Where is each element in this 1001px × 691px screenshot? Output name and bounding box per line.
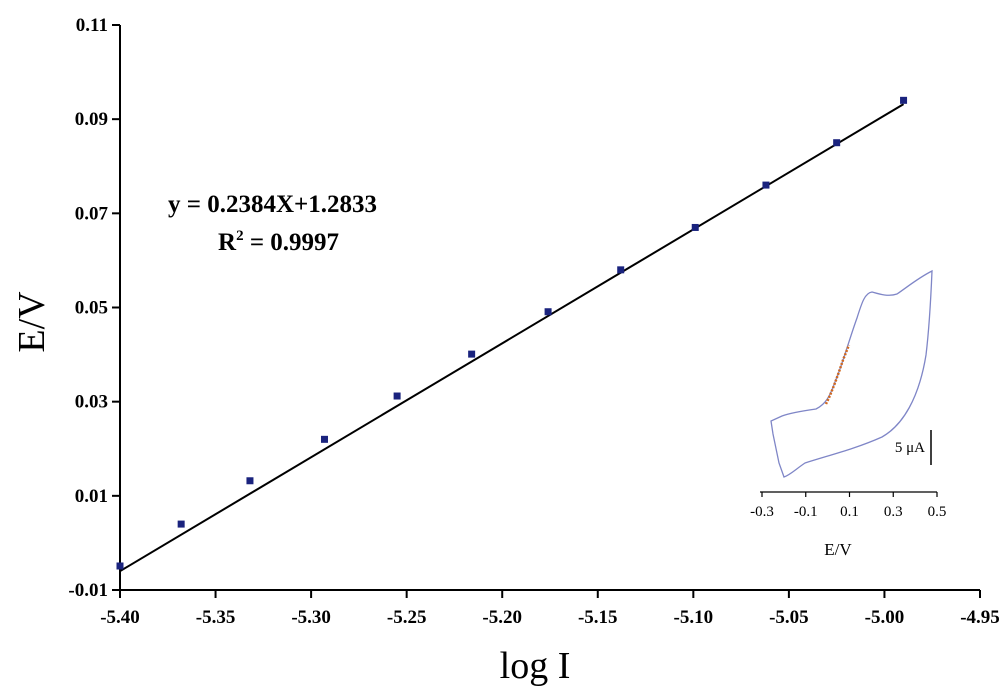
y-tick-label: -0.01 — [68, 580, 108, 601]
data-point — [691, 223, 699, 231]
x-tick-label: -5.00 — [865, 607, 905, 628]
x-tick-label: -5.15 — [578, 607, 618, 628]
inset-x-axis-title: E/V — [824, 540, 852, 559]
scale-bar-label: 5 μA — [895, 440, 925, 456]
y-tick-label: 0.05 — [75, 298, 108, 319]
x-tick-label: -5.05 — [769, 607, 809, 628]
data-points — [116, 96, 908, 570]
r-squared-value: = 0.9997 — [244, 229, 340, 256]
data-point — [177, 520, 185, 528]
inset-tick-label: -0.1 — [794, 504, 818, 520]
r-squared: R2 = 0.9997 — [218, 228, 339, 256]
y-tick-group: -0.01 0.01 0.03 0.05 0.07 0.09 0.11 — [68, 15, 120, 601]
r-squared-symbol: R — [218, 229, 237, 256]
x-tick-label: -4.95 — [960, 607, 1000, 628]
x-tick-label: -5.20 — [482, 607, 522, 628]
x-axis-title: log I — [500, 645, 571, 687]
data-point — [900, 96, 908, 104]
y-tick-label: 0.03 — [75, 392, 108, 413]
data-point — [617, 266, 625, 274]
x-tick-label: -5.30 — [291, 607, 331, 628]
x-tick-label: -5.25 — [387, 607, 427, 628]
y-tick-label: 0.09 — [75, 109, 108, 130]
inset-tick-label: 0.1 — [840, 504, 859, 520]
data-point — [246, 477, 254, 485]
x-tick-label: -5.35 — [196, 607, 236, 628]
inset-cv-curve — [770, 269, 933, 478]
y-tick-label: 0.01 — [75, 486, 108, 507]
y-tick-label: 0.07 — [75, 203, 109, 224]
fit-line — [119, 103, 905, 573]
fit-equation: y = 0.2384X+1.2833 — [168, 191, 377, 218]
data-point — [116, 562, 124, 570]
inset-tick-label: 0.5 — [928, 504, 947, 520]
x-tick-group: -5.40 -5.35 -5.30 -5.25 -5.20 -5.15 -5.10 -5.05… — [100, 590, 1000, 628]
main-plot: -0.01 0.01 0.03 0.05 0.07 0.09 0.11 -5.40 -5.35… — [11, 15, 1000, 687]
data-point — [833, 139, 841, 147]
data-point — [320, 435, 328, 443]
data-point — [393, 392, 401, 400]
r-squared-exponent: 2 — [236, 228, 244, 244]
inset-tick-label: -0.3 — [750, 504, 774, 520]
inset-cv-plot: 5 μA -0.3 -0.1 0.1 0.3 0.5 E/V — [750, 269, 946, 559]
x-tick-label: -5.10 — [674, 607, 714, 628]
data-point — [468, 350, 476, 358]
data-point — [544, 308, 552, 316]
y-axis-title: E/V — [11, 291, 53, 353]
inset-tick-label: 0.3 — [884, 504, 903, 520]
data-point — [762, 181, 770, 189]
y-tick-label: 0.11 — [76, 15, 108, 36]
x-tick-label: -5.40 — [100, 607, 140, 628]
inset-tick-group: -0.3 -0.1 0.1 0.3 0.5 — [750, 492, 946, 520]
inset-cv-highlight — [824, 344, 851, 405]
